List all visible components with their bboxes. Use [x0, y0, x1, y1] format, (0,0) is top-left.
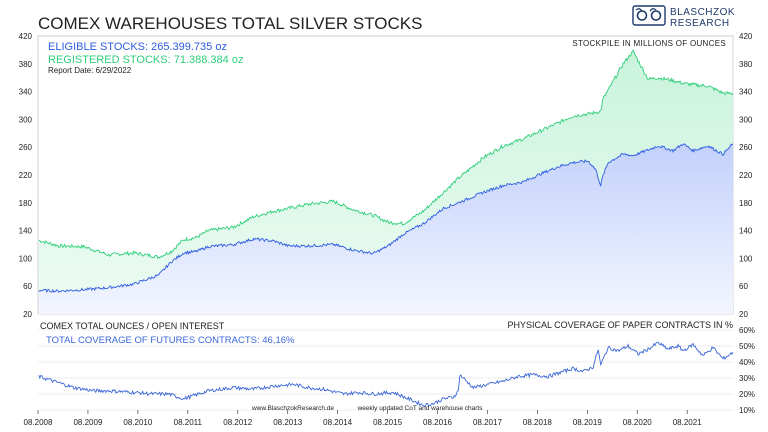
top-y-axis-left: 20 60 100 140 180 220 260 300 340 380 420	[19, 32, 33, 319]
x-tick-label: 08.2020	[623, 418, 652, 427]
eligible-area	[38, 143, 734, 314]
eligible-line	[38, 143, 734, 294]
y-tick-left-label: 300	[19, 115, 33, 124]
y-tick-right-label: 20	[739, 310, 748, 319]
y-tick-left-label: 380	[19, 60, 33, 69]
x-axis: 08.2008 08.2009 08.2010 08.2011 08.2012 08.20…	[24, 410, 702, 427]
bottom-legend: TOTAL COVERAGE OF FUTURES CONTRACTS: 46,…	[46, 335, 295, 346]
y-tick-left-label: 260	[19, 143, 33, 152]
footer-note: weekly updated CoT and warehouse charts	[357, 405, 484, 412]
chart-title: COMEX WAREHOUSES TOTAL SILVER STOCKS	[38, 14, 422, 33]
coverage-line	[38, 341, 734, 408]
legend-eligible: ELIGIBLE STOCKS: 265.399.735 oz	[48, 41, 227, 53]
y-tick-percent-label: 40%	[739, 358, 755, 367]
y-tick-left-label: 60	[23, 282, 32, 291]
y-tick-right-label: 420	[739, 32, 753, 41]
x-tick-label: 08.2015	[373, 418, 402, 427]
x-tick-label: 08.2012	[223, 418, 252, 427]
x-tick-label: 08.2010	[123, 418, 152, 427]
y-tick-right-label: 340	[739, 88, 753, 97]
y-tick-left-label: 20	[23, 310, 32, 319]
x-tick-label: 08.2014	[323, 418, 352, 427]
y-tick-percent-label: 10%	[739, 406, 755, 415]
y-tick-right-label: 220	[739, 171, 753, 180]
bottom-grid	[38, 329, 733, 411]
x-tick-label: 08.2021	[673, 418, 702, 427]
y-tick-right-label: 180	[739, 199, 753, 208]
y-tick-left-label: 140	[19, 227, 33, 236]
logo-line1: BLASCHZOK	[670, 7, 735, 18]
x-tick-label: 08.2013	[273, 418, 302, 427]
x-tick-label: 08.2009	[73, 418, 102, 427]
bottom-y-axis: 10% 20% 30% 40% 50% 60%	[739, 326, 755, 415]
y-tick-right-label: 140	[739, 227, 753, 236]
x-tick-label: 08.2018	[523, 418, 552, 427]
y-tick-left-label: 340	[19, 88, 33, 97]
y-tick-percent-label: 30%	[739, 374, 755, 383]
bottom-series	[38, 341, 734, 408]
x-tick-label: 08.2017	[473, 418, 502, 427]
x-tick-label: 08.2019	[573, 418, 602, 427]
bull-and-bear-icon	[632, 5, 666, 26]
y-tick-right-label: 100	[739, 254, 753, 263]
x-tick-label: 08.2008	[24, 418, 53, 427]
y-tick-percent-label: 60%	[739, 326, 755, 335]
y-tick-right-label: 60	[739, 282, 748, 291]
y-tick-right-label: 300	[739, 115, 753, 124]
footer-site: www.BlaschzokResearch.de	[251, 405, 334, 412]
top-panel-areas	[38, 49, 734, 314]
y-tick-percent-label: 50%	[739, 342, 755, 351]
y-tick-left-label: 220	[19, 171, 33, 180]
y-tick-left-label: 100	[19, 254, 33, 263]
legend-registered: REGISTERED STOCKS: 71.388.384 oz	[48, 54, 243, 66]
y-tick-right-label: 260	[739, 143, 753, 152]
logo: BLASCHZOK RESEARCH	[632, 5, 735, 29]
x-tick-label: 08.2011	[174, 418, 203, 427]
bottom-right-label: PHYSICAL COVERAGE OF PAPER CONTRACTS IN …	[507, 320, 733, 330]
bottom-left-label: COMEX TOTAL OUNCES / OPEN INTEREST	[40, 321, 225, 331]
y-tick-left-label: 420	[19, 32, 33, 41]
logo-line2: RESEARCH	[670, 18, 730, 29]
y-tick-percent-label: 20%	[739, 390, 755, 399]
y-tick-right-label: 380	[739, 60, 753, 69]
units-label: STOCKPILE IN MILLIONS OF OUNCES	[572, 39, 726, 48]
registered-line	[38, 49, 734, 259]
y-tick-left-label: 180	[19, 199, 33, 208]
x-tick-label: 08.2016	[423, 418, 452, 427]
report-date: Report Date: 6/29/2022	[48, 66, 132, 75]
top-y-axis-right: 20 60 100 140 180 220 260 300 340 380 420	[739, 32, 753, 319]
